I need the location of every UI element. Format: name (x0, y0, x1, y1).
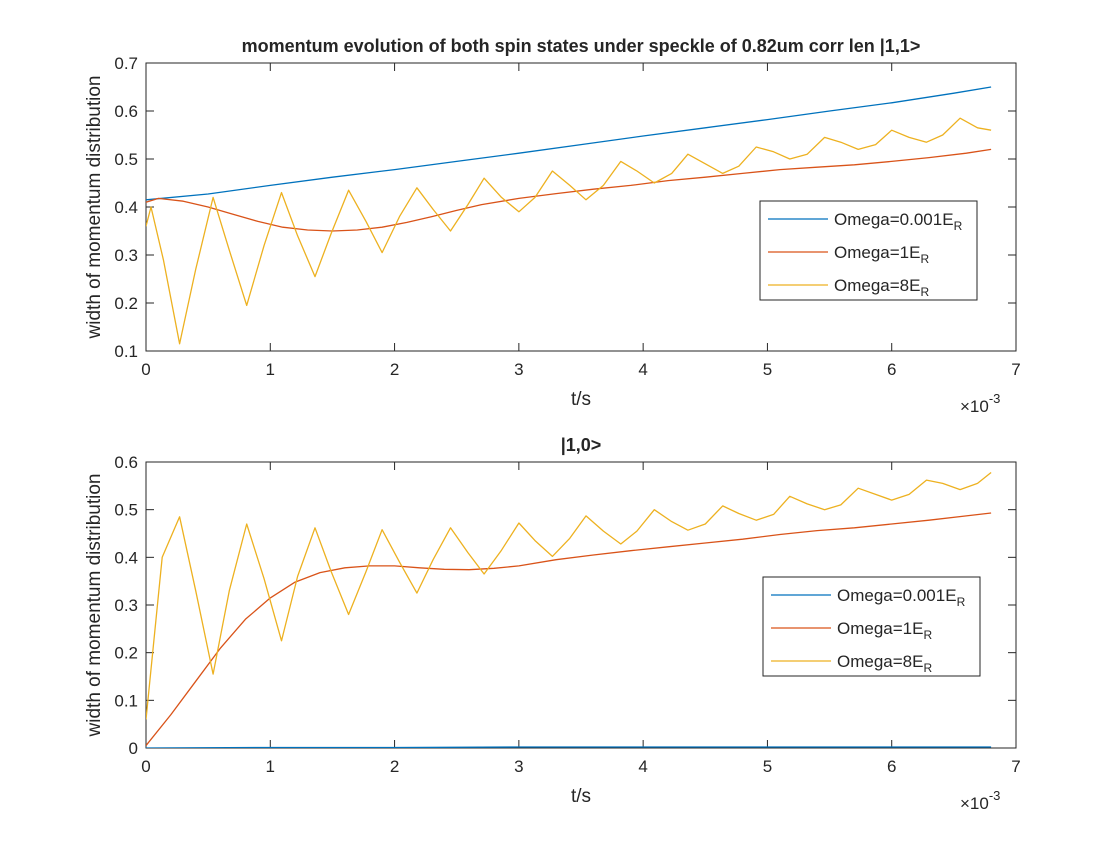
x-tick-label: 7 (1011, 757, 1020, 776)
x-tick-label: 7 (1011, 360, 1020, 379)
legend-entry-name: Omega=1 (837, 619, 912, 638)
legend-entry-subscript: R (920, 285, 929, 299)
y-tick-label: 0.2 (114, 644, 138, 663)
x-tick-label: 3 (514, 757, 523, 776)
subplot-1: 0 1 2 3 4 5 6 7 0.1 0.2 0.3 0.4 0.5 0.6 0.7 momentum ev… (84, 36, 1021, 416)
legend-box (762, 576, 981, 677)
x-exponent-base: ×10 (960, 397, 989, 416)
x-tick-label: 1 (266, 360, 275, 379)
legend-entry-unit: E (912, 652, 923, 671)
subplot-2: 0 1 2 3 4 5 6 7 0 0.1 0.2 0.3 0.4 0.5 0.6 |1,0> t/s width… (84, 435, 1021, 813)
x-exponent-base: ×10 (960, 794, 989, 813)
x-tick-label: 0 (141, 360, 150, 379)
legend-entry-subscript: R (957, 595, 966, 609)
legend-entry-name: Omega=8 (834, 276, 909, 295)
series-line-2 (146, 512, 992, 747)
legend-entry-subscript: R (920, 252, 929, 266)
legend-entry-name: Omega=8 (837, 652, 912, 671)
legend-entry-unit: E (912, 619, 923, 638)
y-tick-label: 0.4 (114, 548, 138, 567)
y-tick-label: 0.5 (114, 501, 138, 520)
x-tick-label: 6 (887, 757, 896, 776)
x-tick-label: 2 (390, 360, 399, 379)
y-tick-label: 0.3 (114, 596, 138, 615)
legend-entry-2: Omega=1ER (834, 243, 929, 266)
y-tick-label: 0.6 (114, 453, 138, 472)
x-tick-label: 4 (638, 757, 647, 776)
x-tick-label: 1 (266, 757, 275, 776)
legend-entry-unit: E (945, 586, 956, 605)
legend-entry-3: Omega=8ER (834, 276, 929, 299)
x-tick-label: 5 (763, 360, 772, 379)
x-tick-label: 3 (514, 360, 523, 379)
y-tick-label: 0.1 (114, 691, 138, 710)
legend-entry-name: Omega=1 (834, 243, 909, 262)
x-exponent-power: -3 (989, 788, 1001, 803)
series-line-3 (146, 117, 992, 345)
legend-entry-2: Omega=1ER (837, 619, 932, 642)
series-line-2 (146, 148, 992, 232)
y-tick-label: 0.7 (114, 54, 138, 73)
legend-box (759, 200, 978, 301)
legend-entry-unit: E (942, 210, 953, 229)
legend-entry-1: Omega=0.001ER (834, 210, 963, 233)
y-tick-label: 0.5 (114, 150, 138, 169)
legend-entry-subscript: R (954, 219, 963, 233)
x-exponent-power: -3 (989, 391, 1001, 406)
y-tick-label: 0.1 (114, 342, 138, 361)
legend-entry-subscript: R (923, 661, 932, 675)
x-tick-label: 4 (638, 360, 647, 379)
y-tick-label: 0.4 (114, 198, 138, 217)
y-tick-label: 0 (129, 739, 138, 758)
y-axis-label: width of momentum distribution (84, 76, 105, 340)
legend-entry-3: Omega=8ER (837, 652, 932, 675)
legend-entry-subscript: R (923, 628, 932, 642)
legend-entry-1: Omega=0.001ER (837, 586, 966, 609)
x-axis-label: t/s (571, 786, 591, 807)
series-line-1 (146, 746, 992, 748)
x-exponent-label: ×10-3 (960, 788, 1000, 813)
y-tick-label: 0.2 (114, 294, 138, 313)
x-tick-label: 0 (141, 757, 150, 776)
y-tick-label: 0.6 (114, 102, 138, 121)
chart-title: momentum evolution of both spin states u… (242, 36, 921, 56)
legend-entry-name: Omega=0.001 (834, 210, 942, 229)
legend-entry-unit: E (909, 276, 920, 295)
legend-entry-unit: E (909, 243, 920, 262)
x-tick-label: 6 (887, 360, 896, 379)
series-line-1 (146, 86, 992, 201)
y-axis-label: width of momentum distribution (84, 474, 105, 738)
chart-title: |1,0> (561, 435, 602, 455)
x-tick-label: 5 (763, 757, 772, 776)
y-tick-label: 0.3 (114, 246, 138, 265)
series-line-3 (146, 471, 992, 720)
x-exponent-label: ×10-3 (960, 391, 1000, 416)
legend-entry-name: Omega=0.001 (837, 586, 945, 605)
x-axis-label: t/s (571, 389, 591, 410)
x-tick-label: 2 (390, 757, 399, 776)
